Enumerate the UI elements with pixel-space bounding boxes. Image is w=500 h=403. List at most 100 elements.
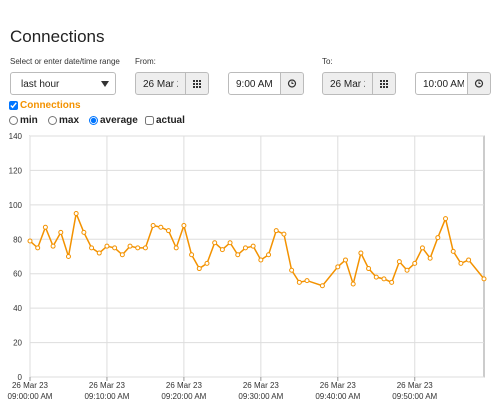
data-point (258, 257, 264, 263)
data-point (435, 235, 441, 241)
x-tick-label: 26 Mar 23 (89, 381, 126, 390)
range-select[interactable]: last hour (10, 72, 116, 95)
from-time-value: 9:00 AM (236, 79, 273, 90)
data-point (404, 267, 410, 273)
mode-label: max (59, 115, 80, 126)
x-tick-label: 26 Mar 23 (243, 381, 280, 390)
data-point (296, 279, 302, 285)
calendar-icon (380, 80, 388, 88)
series-checkbox[interactable] (9, 101, 18, 110)
data-point (142, 245, 148, 251)
data-point (335, 264, 341, 270)
x-tick-label: 26 Mar 23 (12, 381, 49, 390)
data-point (189, 252, 195, 258)
mode-radio[interactable] (48, 116, 57, 125)
y-tick-label: 0 (18, 373, 23, 382)
mode-radio[interactable] (89, 116, 98, 125)
data-point (119, 252, 125, 258)
clock-icon (287, 79, 297, 88)
x-tick-label: 26 Mar 23 (320, 381, 357, 390)
data-point (127, 243, 133, 249)
from-label: From: (135, 57, 156, 66)
data-point (389, 279, 395, 285)
data-point (150, 223, 156, 229)
data-point (250, 243, 256, 249)
mode-option[interactable]: average (89, 115, 138, 126)
to-time[interactable]: 10:00 AM (415, 72, 491, 95)
data-point (73, 210, 79, 216)
data-point (481, 276, 487, 282)
y-tick-label: 80 (13, 235, 22, 244)
data-point (273, 228, 279, 234)
range-label: Select or enter date/time range (10, 57, 120, 66)
data-point (227, 240, 233, 246)
actual-checkbox[interactable] (145, 116, 154, 125)
data-point (166, 228, 172, 234)
data-point (266, 252, 272, 258)
x-tick-label: 26 Mar 23 (397, 381, 434, 390)
mode-option[interactable]: max (48, 115, 79, 126)
data-point (112, 245, 118, 251)
mode-option[interactable]: min (9, 115, 38, 126)
data-point (219, 247, 225, 253)
to-date-value: 26 Mar 23 (330, 79, 365, 90)
x-tick-label: 09:20:00 AM (161, 392, 206, 401)
data-point (35, 245, 41, 251)
data-point (381, 276, 387, 282)
y-tick-label: 60 (13, 270, 22, 279)
series-toggle-label: Connections (20, 100, 81, 111)
data-point (42, 224, 48, 230)
data-point (104, 243, 110, 249)
data-point (242, 245, 248, 251)
y-tick-label: 20 (13, 339, 22, 348)
to-label: To: (322, 57, 333, 66)
data-point (443, 216, 449, 222)
data-point (158, 224, 164, 230)
mode-label: average (100, 115, 138, 126)
data-point (281, 231, 287, 237)
data-point (173, 245, 179, 251)
y-tick-label: 100 (9, 201, 23, 210)
data-point (304, 278, 310, 284)
data-point (373, 274, 379, 280)
range-value: last hour (21, 79, 60, 90)
plot-area (29, 135, 485, 378)
dropdown-arrow (101, 81, 109, 87)
x-tick-label: 09:50:00 AM (392, 392, 437, 401)
mode-radio[interactable] (9, 116, 18, 125)
data-point (466, 257, 472, 263)
actual-label: actual (156, 115, 185, 126)
calendar-icon (193, 80, 201, 88)
data-point (427, 255, 433, 261)
data-point (412, 260, 418, 266)
clock-button[interactable] (280, 73, 303, 94)
data-point (342, 257, 348, 263)
data-point (396, 259, 402, 265)
data-point (50, 243, 56, 249)
data-point (58, 229, 64, 235)
y-tick-label: 120 (9, 166, 23, 175)
data-point (319, 283, 325, 289)
data-point (235, 252, 241, 258)
data-point (81, 229, 87, 235)
from-date-value: 26 Mar 23 (143, 79, 178, 90)
data-point (96, 250, 102, 256)
x-tick-label: 09:10:00 AM (84, 392, 129, 401)
calendar-button[interactable] (185, 73, 208, 94)
data-point (366, 266, 372, 272)
actual-toggle[interactable]: actual (145, 115, 185, 126)
data-point (358, 250, 364, 256)
calendar-button[interactable] (372, 73, 395, 94)
from-time[interactable]: 9:00 AM (228, 72, 304, 95)
mode-label: min (20, 115, 38, 126)
data-point (204, 260, 210, 266)
to-date[interactable]: 26 Mar 23 (322, 72, 396, 95)
x-tick-label: 26 Mar 23 (166, 381, 203, 390)
data-point (65, 254, 71, 259)
data-point (350, 281, 356, 287)
y-tick-label: 140 (9, 132, 23, 141)
clock-button[interactable] (467, 73, 490, 94)
series-toggle[interactable]: Connections (9, 100, 81, 111)
from-date[interactable]: 26 Mar 23 (135, 72, 209, 95)
